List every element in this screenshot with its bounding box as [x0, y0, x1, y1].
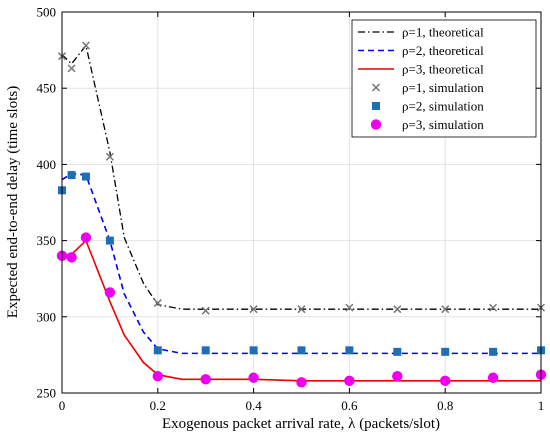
data-point: [67, 171, 76, 180]
legend-label: ρ=3, theoretical: [402, 62, 484, 77]
data-point: [249, 305, 258, 314]
data-point: [345, 303, 354, 312]
plot-frame: [61, 11, 542, 394]
data-point: [345, 346, 354, 355]
series-line: [61, 44, 541, 310]
y-axis-label: Expected end-to-end delay (time slots): [5, 86, 21, 318]
data-point: [104, 287, 116, 298]
data-point: [489, 303, 498, 312]
x-tick-label: 0.4: [245, 398, 262, 413]
data-point: [487, 372, 499, 383]
series-line: [61, 172, 541, 355]
data-point: [153, 346, 162, 355]
y-tick-label: 400: [37, 157, 57, 172]
data-point: [67, 64, 76, 73]
legend-marker: [370, 119, 382, 130]
data-point: [297, 346, 306, 355]
data-point: [393, 347, 402, 356]
data-point: [80, 232, 92, 243]
x-tick-label: 0.6: [341, 398, 358, 413]
y-tick-label: 450: [37, 81, 57, 96]
y-tick-label: 250: [37, 386, 57, 401]
series-1: [61, 44, 541, 310]
series-3: [61, 239, 541, 382]
y-tick-label: 500: [37, 5, 57, 20]
legend-marker: [371, 83, 381, 92]
legend-label: ρ=1, simulation: [402, 80, 484, 95]
y-tick-label: 300: [37, 309, 57, 324]
x-tick-label: 0: [59, 398, 66, 413]
ticks: 0 0.2 0.4 0.6 0.8 1 250 300 350 400 450 500: [37, 5, 545, 414]
data-point: [81, 172, 90, 181]
legend-symbol: [370, 119, 382, 130]
legend-marker: [372, 102, 380, 110]
data-point: [393, 305, 402, 314]
x-tick-label: 0.8: [437, 398, 453, 413]
data-point: [248, 372, 259, 383]
legend-box: [351, 19, 537, 138]
x-tick-label: 1: [538, 398, 545, 413]
data-point: [153, 299, 162, 308]
data-point: [81, 41, 90, 50]
data-point: [392, 371, 403, 382]
data-point: [105, 236, 114, 245]
data-point: [152, 371, 163, 382]
legend: ρ=1, theoretical ρ=2, theoretical ρ=3, the…: [351, 19, 537, 138]
legend-label: ρ=2, simulation: [402, 99, 484, 114]
legend-label: ρ=2, theoretical: [402, 43, 484, 58]
data-point: [297, 305, 306, 314]
data-point: [201, 346, 210, 355]
series-2: [61, 172, 541, 355]
data-point: [249, 346, 258, 355]
legend-label: ρ=3, simulation: [402, 117, 484, 132]
series-4: [57, 41, 546, 315]
series-line: [61, 239, 541, 382]
data-point: [489, 347, 498, 356]
data-point: [441, 347, 450, 356]
legend-label: ρ=1, theoretical: [402, 25, 484, 40]
data-point: [296, 377, 307, 388]
data-point: [344, 375, 355, 387]
series-layer: [56, 41, 547, 388]
legend-symbol: [372, 102, 380, 110]
data-point: [200, 374, 211, 385]
x-tick-label: 0.2: [150, 398, 166, 413]
data-point: [441, 305, 450, 314]
x-axis-label: Exogenous packet arrival rate, λ (packet…: [162, 416, 440, 432]
data-point: [440, 375, 451, 387]
legend-symbol: [371, 83, 381, 92]
data-point: [201, 306, 210, 315]
data-point: [66, 252, 77, 263]
data-point: [105, 152, 114, 161]
y-tick-label: 350: [37, 233, 57, 248]
